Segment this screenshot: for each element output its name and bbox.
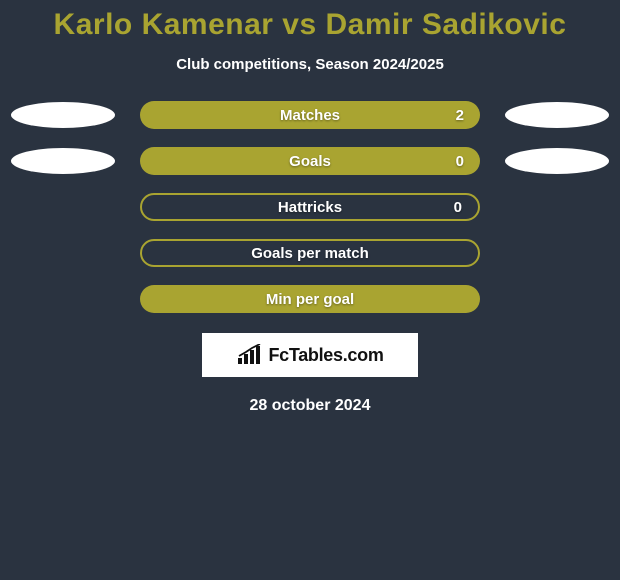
stat-row: Goals 0 <box>0 147 620 175</box>
stat-row: Hattricks 0 <box>0 193 620 221</box>
stat-bar: Min per goal <box>140 285 480 313</box>
stat-value: 2 <box>456 107 464 124</box>
stat-label: Min per goal <box>266 291 354 308</box>
page-subtitle: Club competitions, Season 2024/2025 <box>0 56 620 73</box>
stat-label: Matches <box>280 107 340 124</box>
stat-bar: Goals per match <box>140 239 480 267</box>
player-ellipse-left <box>11 102 115 128</box>
stats-list: Matches 2 Goals 0 Hattricks 0 Goals per match M… <box>0 101 620 313</box>
page-title: Karlo Kamenar vs Damir Sadikovic <box>0 8 620 42</box>
stat-row: Matches 2 <box>0 101 620 129</box>
ellipse-slot-left <box>8 102 118 128</box>
logo-box: FcTables.com <box>202 333 418 377</box>
stat-value: 0 <box>456 153 464 170</box>
ellipse-slot-right <box>502 148 612 174</box>
stat-bar: Matches 2 <box>140 101 480 129</box>
stat-bar: Goals 0 <box>140 147 480 175</box>
footer-date: 28 october 2024 <box>0 397 620 415</box>
stat-row: Goals per match <box>0 239 620 267</box>
player-ellipse-left <box>11 148 115 174</box>
stat-bar: Hattricks 0 <box>140 193 480 221</box>
stat-label: Goals <box>289 153 331 170</box>
stat-value: 0 <box>454 199 462 216</box>
stat-row: Min per goal <box>0 285 620 313</box>
stat-label: Goals per match <box>251 245 369 262</box>
chart-icon <box>236 344 262 366</box>
stats-card: Karlo Kamenar vs Damir Sadikovic Club co… <box>0 0 620 415</box>
player-ellipse-right <box>505 148 609 174</box>
player-ellipse-right <box>505 102 609 128</box>
logo-text: FcTables.com <box>268 345 383 366</box>
stat-label: Hattricks <box>278 199 342 216</box>
ellipse-slot-right <box>502 102 612 128</box>
ellipse-slot-left <box>8 148 118 174</box>
